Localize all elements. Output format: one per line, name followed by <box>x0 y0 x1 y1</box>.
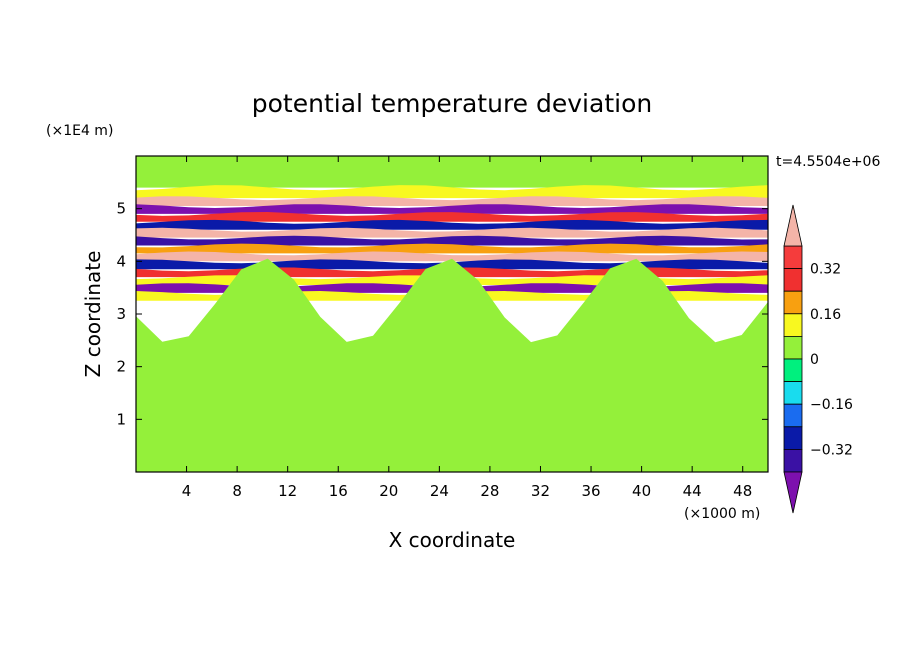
colorbar-box <box>783 290 803 315</box>
y-tick-label: 3 <box>116 305 126 323</box>
colorbar-box <box>783 448 803 473</box>
colorbar-box <box>783 381 803 405</box>
colorbar-box <box>783 335 803 360</box>
x-tick-label: 4 <box>182 482 192 500</box>
colorbar-box <box>783 245 803 270</box>
layer-band <box>136 243 768 254</box>
y-axis-label: Z coordinate <box>81 251 105 378</box>
x-tick-label: 24 <box>430 482 449 500</box>
colorbar-box <box>783 426 803 450</box>
layer-band <box>136 219 768 230</box>
y-unit-label: (×1E4 m) <box>46 123 113 139</box>
x-tick-label: 44 <box>683 482 702 500</box>
layer-band <box>136 185 768 199</box>
x-tick-label: 20 <box>379 482 398 500</box>
colorbar-label: 0.16 <box>810 307 841 323</box>
x-tick-label: 36 <box>581 482 600 500</box>
x-tick-label: 28 <box>480 482 499 500</box>
time-label: t=4.5504e+06 <box>776 154 880 170</box>
colorbar-bottom-arrow <box>783 471 803 514</box>
colorbar-label: −0.16 <box>810 397 853 413</box>
colorbar-box <box>783 358 803 383</box>
plot-area <box>136 156 768 472</box>
layer-band <box>136 258 768 472</box>
colorbar-label: 0 <box>810 352 819 368</box>
layer-band <box>136 212 768 222</box>
colorbar-label: 0.32 <box>810 262 841 278</box>
y-tick-label: 4 <box>116 252 126 270</box>
y-tick-label: 5 <box>116 200 126 218</box>
layer-band <box>136 251 768 262</box>
layer-band <box>136 156 768 188</box>
colorbar-top-arrow <box>783 204 803 247</box>
layer-band <box>136 196 768 206</box>
colorbar-label: −0.32 <box>810 442 853 458</box>
x-tick-label: 16 <box>329 482 348 500</box>
y-tick-label: 1 <box>116 410 126 428</box>
x-axis-ticks: 4 8 12 16 20 24 28 32 36 40 44 48 <box>182 156 752 500</box>
layer-band <box>136 235 768 246</box>
colorbar: 0.32 0.16 0 −0.16 −0.32 <box>783 204 853 514</box>
layer-band <box>136 204 768 214</box>
x-tick-label: 48 <box>733 482 752 500</box>
y-axis-ticks: 1 2 3 4 5 <box>116 200 768 428</box>
x-tick-label: 12 <box>278 482 297 500</box>
colorbar-box <box>783 313 803 337</box>
layer-band <box>136 227 768 238</box>
x-axis-label: X coordinate <box>389 528 516 552</box>
x-tick-label: 8 <box>232 482 242 500</box>
x-unit-label: (×1000 m) <box>684 506 760 522</box>
x-tick-label: 40 <box>632 482 651 500</box>
chart-title: potential temperature deviation <box>252 89 652 118</box>
colorbar-box <box>783 268 803 292</box>
y-tick-label: 2 <box>116 358 126 376</box>
x-tick-label: 32 <box>531 482 550 500</box>
colorbar-box <box>783 403 803 428</box>
